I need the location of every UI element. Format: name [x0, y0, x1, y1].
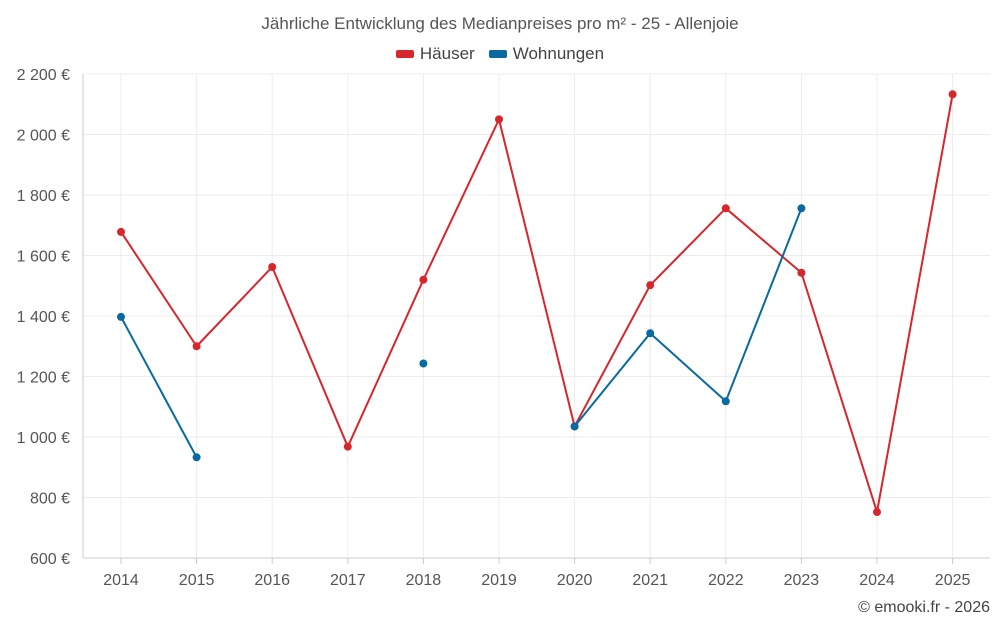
- legend-item-haeuser[interactable]: Häuser: [395, 44, 475, 64]
- data-point-haeuser-2023: [797, 268, 806, 277]
- data-point-haeuser-2015: [192, 342, 201, 351]
- x-tick-label: 2019: [481, 572, 517, 589]
- data-point-haeuser-2022: [721, 204, 730, 213]
- x-tick-label: 2016: [254, 572, 290, 589]
- y-tick-label: 1 800 €: [17, 188, 70, 205]
- x-tick-label: 2015: [179, 572, 215, 589]
- x-tick-label: 2020: [557, 572, 593, 589]
- y-tick-label: 800 €: [30, 491, 70, 508]
- legend-label-wohnungen: Wohnungen: [512, 44, 605, 63]
- series-line-wohnungen: [120, 316, 198, 458]
- data-point-wohnungen-2014: [117, 312, 125, 321]
- data-point-wohnungen-2020: [570, 422, 579, 431]
- y-tick-label: 1 200 €: [17, 370, 70, 387]
- legend-item-wohnungen[interactable]: Wohnungen: [488, 44, 605, 64]
- data-point-haeuser-2016: [268, 262, 277, 271]
- x-tick-label: 2025: [935, 572, 971, 589]
- data-point-wohnungen-2023: [797, 204, 806, 213]
- y-tick-label: 600 €: [30, 551, 70, 568]
- x-tick-label: 2022: [708, 572, 744, 589]
- chart-title: Jährliche Entwicklung des Medianpreises …: [261, 14, 739, 33]
- legend-swatch-wohnungen: [488, 50, 507, 58]
- data-point-haeuser-2014: [117, 227, 125, 236]
- series-line-wohnungen: [573, 207, 803, 428]
- legend-label-haeuser: Häuser: [419, 44, 475, 63]
- data-point-wohnungen-2021: [646, 329, 655, 338]
- x-tick-label: 2014: [103, 572, 139, 589]
- data-point-haeuser-2021: [646, 281, 655, 290]
- x-tick-label: 2024: [859, 572, 895, 589]
- data-point-wohnungen-2015: [192, 453, 201, 462]
- y-tick-label: 2 000 €: [17, 128, 70, 145]
- data-point-haeuser-2025: [948, 90, 957, 99]
- series-line-haeuser: [120, 94, 954, 514]
- data-point-haeuser-2024: [873, 508, 881, 517]
- y-tick-label: 1 400 €: [17, 309, 70, 326]
- y-tick-label: 1 600 €: [17, 249, 70, 266]
- x-tick-label: 2023: [784, 572, 820, 589]
- legend-swatch-haeuser: [395, 50, 414, 58]
- legend: Häuser Wohnungen: [0, 44, 1000, 64]
- data-point-haeuser-2018: [419, 275, 428, 284]
- data-point-wohnungen-2018: [419, 359, 428, 368]
- credit-text: © emooki.fr - 2026: [858, 599, 990, 616]
- x-tick-label: 2017: [330, 572, 366, 589]
- y-tick-label: 2 200 €: [17, 67, 70, 84]
- x-tick-label: 2018: [406, 572, 442, 589]
- data-point-wohnungen-2022: [721, 397, 730, 406]
- y-tick-label: 1 000 €: [17, 430, 70, 447]
- x-tick-label: 2021: [632, 572, 668, 589]
- data-point-haeuser-2019: [495, 115, 503, 124]
- data-point-haeuser-2017: [343, 442, 352, 451]
